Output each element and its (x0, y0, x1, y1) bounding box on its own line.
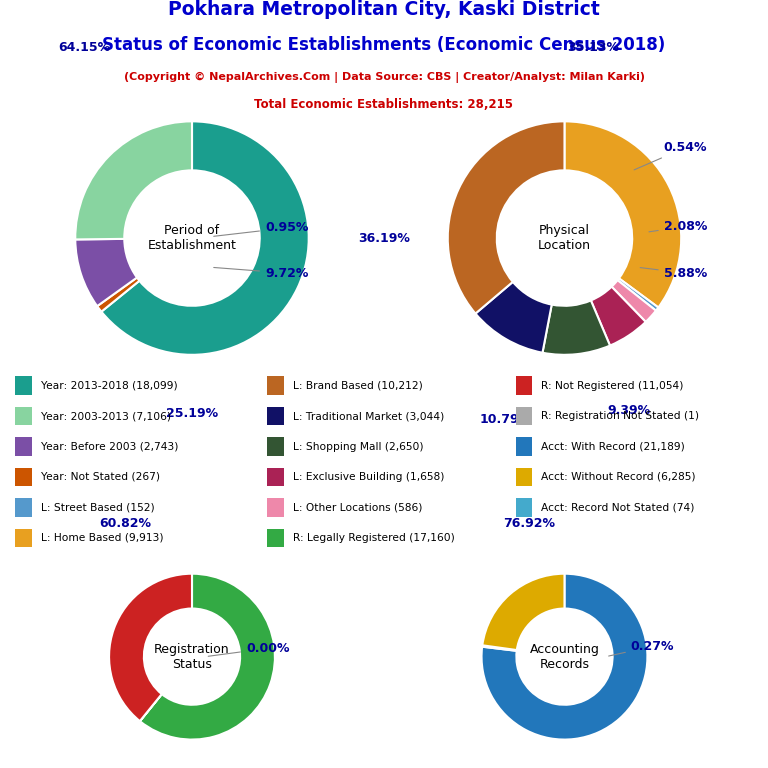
Text: L: Street Based (152): L: Street Based (152) (41, 502, 154, 512)
Text: Pokhara Metropolitan City, Kaski District: Pokhara Metropolitan City, Kaski Distric… (168, 0, 600, 19)
Text: 64.15%: 64.15% (58, 41, 110, 55)
Wedge shape (75, 121, 192, 240)
Text: Acct: Record Not Stated (74): Acct: Record Not Stated (74) (541, 502, 695, 512)
Text: L: Exclusive Building (1,658): L: Exclusive Building (1,658) (293, 472, 445, 482)
Text: Registration
Status: Registration Status (154, 643, 230, 670)
FancyBboxPatch shape (15, 528, 31, 547)
Wedge shape (98, 277, 140, 312)
FancyBboxPatch shape (516, 498, 532, 517)
Wedge shape (140, 574, 275, 740)
Wedge shape (482, 574, 564, 650)
FancyBboxPatch shape (267, 528, 284, 547)
Text: 2.08%: 2.08% (649, 220, 707, 233)
FancyBboxPatch shape (15, 437, 31, 455)
Text: 9.39%: 9.39% (607, 405, 650, 418)
Wedge shape (140, 694, 162, 721)
FancyBboxPatch shape (516, 376, 532, 395)
FancyBboxPatch shape (267, 376, 284, 395)
Wedge shape (611, 280, 656, 322)
FancyBboxPatch shape (516, 407, 532, 425)
Text: Accounting
Records: Accounting Records (530, 643, 599, 670)
Wedge shape (475, 282, 551, 353)
Wedge shape (101, 121, 309, 355)
FancyBboxPatch shape (516, 468, 532, 486)
Text: L: Traditional Market (3,044): L: Traditional Market (3,044) (293, 411, 444, 421)
Text: Year: 2013-2018 (18,099): Year: 2013-2018 (18,099) (41, 381, 177, 391)
FancyBboxPatch shape (516, 437, 532, 455)
Text: 9.72%: 9.72% (214, 266, 308, 280)
Wedge shape (542, 300, 610, 355)
FancyBboxPatch shape (267, 437, 284, 455)
FancyBboxPatch shape (267, 498, 284, 517)
FancyBboxPatch shape (15, 468, 31, 486)
Text: 25.19%: 25.19% (166, 407, 218, 420)
FancyBboxPatch shape (15, 376, 31, 395)
Text: 0.00%: 0.00% (208, 642, 290, 657)
Wedge shape (617, 278, 658, 310)
Text: R: Not Registered (11,054): R: Not Registered (11,054) (541, 381, 684, 391)
Text: Year: 2003-2013 (7,106): Year: 2003-2013 (7,106) (41, 411, 170, 421)
Text: 5.88%: 5.88% (641, 266, 707, 280)
Text: Status of Economic Establishments (Economic Census 2018): Status of Economic Establishments (Econo… (102, 35, 666, 54)
Text: L: Shopping Mall (2,650): L: Shopping Mall (2,650) (293, 442, 423, 452)
Text: Acct: Without Record (6,285): Acct: Without Record (6,285) (541, 472, 696, 482)
Wedge shape (448, 121, 564, 313)
Wedge shape (564, 121, 681, 307)
Text: 10.79%: 10.79% (480, 413, 532, 426)
Wedge shape (109, 574, 192, 721)
Text: 0.27%: 0.27% (609, 640, 674, 656)
Text: Physical
Location: Physical Location (538, 224, 591, 252)
Text: 60.82%: 60.82% (100, 517, 151, 530)
Wedge shape (482, 645, 517, 650)
Wedge shape (75, 239, 137, 306)
FancyBboxPatch shape (15, 498, 31, 517)
Text: Year: Not Stated (267): Year: Not Stated (267) (41, 472, 160, 482)
Text: 35.13%: 35.13% (568, 41, 620, 55)
Text: R: Registration Not Stated (1): R: Registration Not Stated (1) (541, 411, 700, 421)
Text: L: Home Based (9,913): L: Home Based (9,913) (41, 533, 164, 543)
FancyBboxPatch shape (267, 468, 284, 486)
Text: Period of
Establishment: Period of Establishment (147, 224, 237, 252)
FancyBboxPatch shape (15, 407, 31, 425)
Text: Year: Before 2003 (2,743): Year: Before 2003 (2,743) (41, 442, 178, 452)
Text: 0.54%: 0.54% (634, 141, 707, 170)
Text: 76.92%: 76.92% (503, 517, 555, 530)
Text: Total Economic Establishments: 28,215: Total Economic Establishments: 28,215 (254, 98, 514, 111)
Wedge shape (482, 574, 647, 740)
Text: L: Brand Based (10,212): L: Brand Based (10,212) (293, 381, 422, 391)
Text: (Copyright © NepalArchives.Com | Data Source: CBS | Creator/Analyst: Milan Karki: (Copyright © NepalArchives.Com | Data So… (124, 72, 644, 84)
Wedge shape (591, 286, 646, 346)
Text: Acct: With Record (21,189): Acct: With Record (21,189) (541, 442, 685, 452)
Text: R: Legally Registered (17,160): R: Legally Registered (17,160) (293, 533, 455, 543)
FancyBboxPatch shape (267, 407, 284, 425)
Text: L: Other Locations (586): L: Other Locations (586) (293, 502, 422, 512)
Text: 0.95%: 0.95% (214, 221, 308, 237)
Text: 36.19%: 36.19% (358, 232, 410, 244)
